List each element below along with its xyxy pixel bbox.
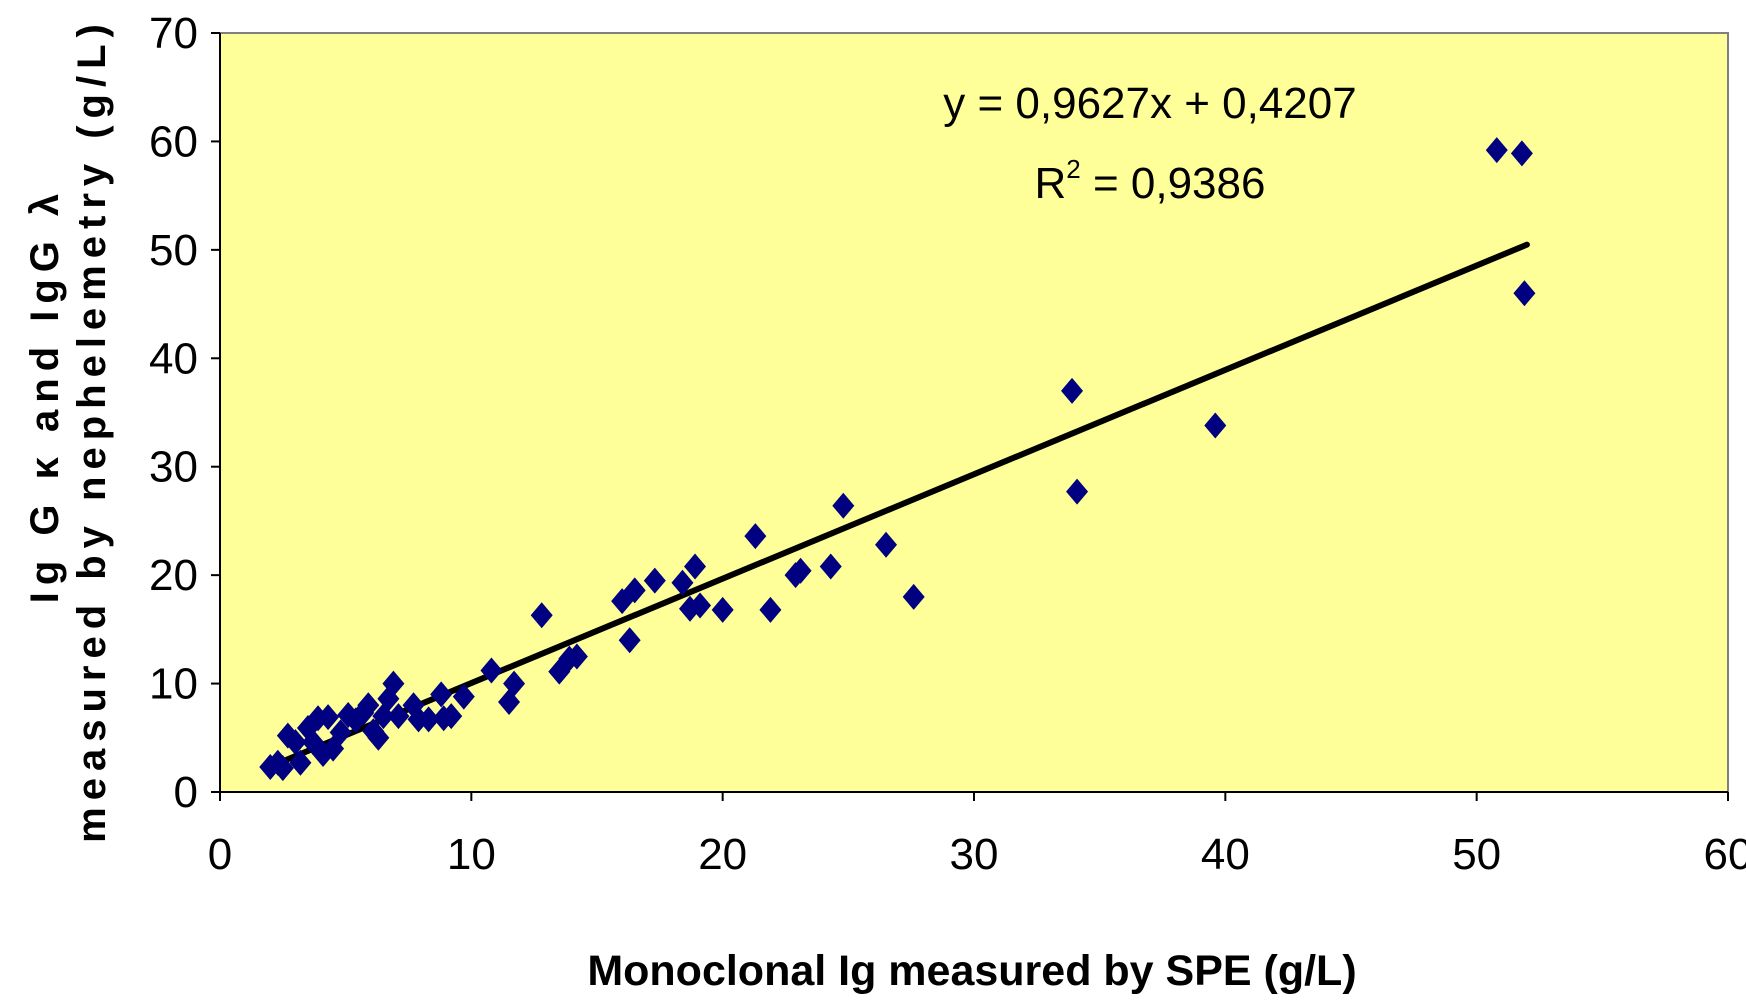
y-tick-label: 70	[149, 9, 198, 58]
y-tick-label: 40	[149, 334, 198, 383]
data-point	[789, 557, 812, 584]
data-point	[452, 683, 475, 710]
trendline-equation: y = 0,9627x + 0,4207	[943, 79, 1356, 128]
data-point	[618, 627, 641, 654]
x-tick-label: 60	[1704, 830, 1746, 879]
data-point	[759, 596, 782, 623]
data-point	[623, 577, 646, 604]
axes: 0 10 20 30 40 50 60 70 0 10 20 30 40 50 60	[149, 9, 1746, 879]
data-point	[671, 569, 694, 596]
data-point	[875, 531, 898, 558]
y-tick-label: 10	[149, 660, 198, 709]
y-tick-label: 50	[149, 226, 198, 275]
data-point	[367, 724, 390, 751]
data-points	[259, 137, 1536, 782]
x-tick-label: 30	[950, 830, 999, 879]
data-point	[744, 523, 767, 550]
data-point	[689, 592, 712, 619]
data-point	[317, 704, 340, 731]
x-tick-label: 20	[698, 830, 747, 879]
data-point	[684, 553, 707, 580]
data-point	[819, 553, 842, 580]
data-point	[902, 583, 925, 610]
data-point	[1510, 140, 1533, 167]
data-point	[289, 749, 312, 776]
data-point	[1066, 478, 1089, 505]
data-point	[711, 596, 734, 623]
y-axis-title-line2: measured by nephelemetry (g/L)	[70, 17, 114, 843]
data-point	[271, 755, 294, 782]
x-tick-label: 50	[1452, 830, 1501, 879]
y-tick-label: 60	[149, 117, 198, 166]
y-tick-label: 0	[174, 768, 198, 817]
data-point	[1513, 280, 1536, 307]
data-point	[1061, 377, 1084, 404]
data-point	[480, 657, 503, 684]
r-squared-prefix: R	[1035, 159, 1067, 208]
x-tick-label: 0	[208, 830, 232, 879]
y-tick-label: 20	[149, 551, 198, 600]
plot-area	[219, 32, 1729, 793]
r-squared-value: = 0,9386	[1081, 159, 1266, 208]
trendline-layer	[267, 241, 1530, 770]
data-point	[440, 703, 463, 730]
data-point	[357, 692, 380, 719]
data-point	[643, 567, 666, 594]
data-point	[503, 670, 526, 697]
data-point	[1204, 412, 1227, 439]
data-point	[565, 643, 588, 670]
data-point	[530, 602, 553, 629]
trendline	[267, 241, 1530, 770]
data-point	[387, 703, 410, 730]
x-tick-label: 10	[447, 830, 496, 879]
r-squared-superscript: 2	[1066, 154, 1080, 184]
y-axis-title-line1: Ig G κ and IgG λ	[23, 187, 67, 604]
data-point	[430, 681, 453, 708]
r-squared-label: R2 = 0,9386	[1035, 154, 1266, 208]
x-tick-label: 40	[1201, 830, 1250, 879]
data-point	[284, 729, 307, 756]
data-point	[1485, 137, 1508, 164]
data-point	[832, 492, 855, 519]
x-axis-title: Monoclonal Ig measured by SPE (g/L)	[587, 947, 1356, 995]
data-point	[329, 719, 352, 746]
data-point	[417, 706, 440, 733]
y-tick-label: 30	[149, 443, 198, 492]
data-point	[382, 670, 405, 697]
